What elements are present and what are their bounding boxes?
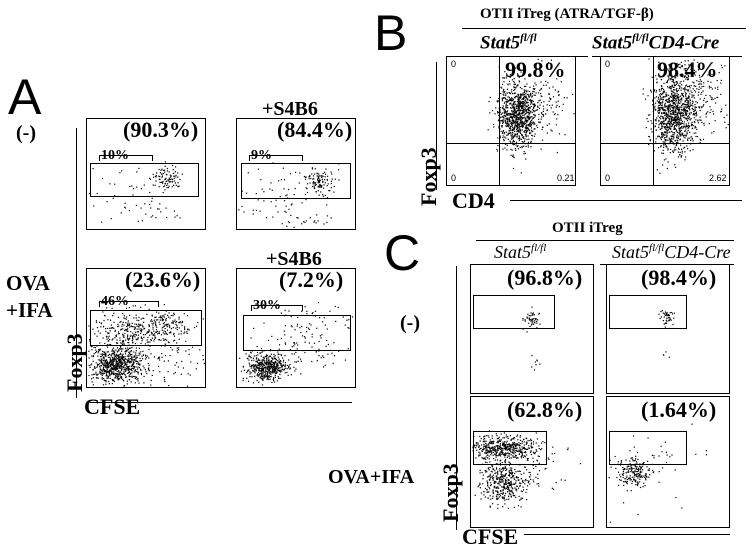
panel-a-treatment-bottom: +S4B6 xyxy=(266,248,322,270)
panel-c-plot-1-pct: (96.8%) xyxy=(507,265,583,290)
panel-c-plot-4-dots xyxy=(608,423,707,523)
panel-b-plot-1-dots xyxy=(487,58,575,174)
panel-a-ova-label: OVA +IFA xyxy=(6,270,53,325)
panel-a-plot-4-gate xyxy=(243,315,351,351)
panel-a-plot-2-bracket xyxy=(249,155,303,161)
panel-c-letter: C xyxy=(384,225,421,281)
panel-c-plot-4-gate xyxy=(609,431,687,465)
panel-c-plot-1-dots xyxy=(522,306,541,371)
panel-a-plot-2-dots xyxy=(238,153,340,228)
panel-b-plot-2-quad-h xyxy=(601,143,729,144)
panel-b-plot-1-pct: 99.8% xyxy=(505,57,566,82)
panel-a-plot-3-bracket xyxy=(99,301,159,307)
panel-a-plot-2-gate xyxy=(241,163,351,199)
panel-c-x-axis-line xyxy=(524,534,730,535)
panel-b-col1-sup: fl/fl xyxy=(520,32,537,44)
panel-b-col2-gene: Stat5 xyxy=(592,32,633,54)
panel-c-y-axis-line xyxy=(456,266,457,530)
panel-a-plot-1-dots xyxy=(88,161,183,223)
panel-b-plot-2: 98.4% 0 0 2.62 xyxy=(600,56,730,186)
panel-b-plot-1-q-lr: 0.21 xyxy=(557,173,575,183)
panel-b-plot-1-q-ul: 0 xyxy=(451,59,457,69)
panel-a-plot-1: (90.3%) 10% xyxy=(86,118,206,230)
panel-c-plot-3-dots xyxy=(472,430,582,509)
panel-c-header: OTII iTreg xyxy=(552,220,623,236)
panel-a-plot-3: (23.6%) 46% xyxy=(86,268,206,388)
panel-b-header-line xyxy=(462,28,746,29)
panel-b-col1-label: Stat5fl/fl xyxy=(480,32,537,54)
panel-c-plot-4-pct: (1.64%) xyxy=(641,397,717,422)
panel-b-plot-2-q-ll: 0 xyxy=(605,173,611,183)
panel-b-y-axis-line xyxy=(436,62,437,190)
panel-a-x-axis-label: CFSE xyxy=(84,394,141,419)
panel-a-plot-4-pct: (7.2%) xyxy=(279,268,344,292)
panel-a-plot-3-dots xyxy=(88,299,205,387)
panel-a-ova-line2: +IFA xyxy=(6,298,53,323)
panel-c-col1-gene: Stat5 xyxy=(494,242,532,262)
panel-b-col1-gene: Stat5 xyxy=(480,32,521,54)
panel-c-col1-label: Stat5fl/fl xyxy=(494,242,546,263)
panel-a-control-label: (-) xyxy=(16,122,36,144)
panel-a-treatment-top: +S4B6 xyxy=(262,98,318,120)
panel-c-plot-2-gate xyxy=(609,295,687,329)
panel-b-plot-1-q-ll: 0 xyxy=(451,173,457,183)
panel-a-plot-1-pct: (90.3%) xyxy=(123,118,199,142)
panel-a-plot-1-bracket xyxy=(99,155,153,161)
panel-c-plot-4: (1.64%) xyxy=(606,396,730,528)
panel-c-header-line xyxy=(476,240,734,241)
panel-c-plot-1: (96.8%) xyxy=(470,264,594,394)
panel-a-plot-1-gate xyxy=(90,163,199,197)
panel-b-col2-label: Stat5fl/flCD4-Cre xyxy=(592,32,719,54)
panel-b-plot-2-q-ul: 0 xyxy=(605,59,611,69)
panel-c-col2-sup: fl/fl xyxy=(649,242,665,254)
panel-a-letter: A xyxy=(8,69,42,125)
panel-b-col2-sup: fl/fl xyxy=(632,32,649,44)
panel-a-plot-4-dots xyxy=(239,302,354,386)
panel-b-header: OTII iTreg (ATRA/TGF-β) xyxy=(480,6,654,22)
panel-b-plot-2-pct: 98.4% xyxy=(657,57,718,82)
panel-c-col1-sup: fl/fl xyxy=(531,242,547,254)
panel-c-control-label: (-) xyxy=(400,312,420,334)
panel-c-col2-label: Stat5fl/flCD4-Cre xyxy=(612,242,731,263)
panel-b-x-axis-label: CD4 xyxy=(452,188,495,213)
panel-c-plot-2-dots xyxy=(658,310,675,358)
panel-c-plot-2-pct: (98.4%) xyxy=(641,265,717,290)
panel-b-x-axis-line xyxy=(510,200,742,201)
panel-a-plot-4: (7.2%) 30% xyxy=(236,268,356,388)
panel-a-ova-line1: OVA xyxy=(6,271,50,295)
panel-a-plot-2: (84.4%) 9% xyxy=(236,118,356,230)
panel-c-plot-2: (98.4%) xyxy=(606,264,730,394)
panel-c-col2-gene: Stat5 xyxy=(612,242,650,262)
panel-b-y-axis-label: Foxp3 xyxy=(416,147,441,206)
panel-a-plot-3-pct: (23.6%) xyxy=(125,268,201,292)
panel-c-ova-label: OVA+IFA xyxy=(328,466,415,488)
panel-a-plot-3-gate xyxy=(90,310,202,346)
panel-c-plot-1-gate xyxy=(473,295,555,329)
panel-c-plot-3: (62.8%) xyxy=(470,396,594,528)
panel-b-plot-2-dots xyxy=(642,58,729,174)
panel-b-plot-2-q-lr: 2.62 xyxy=(709,173,727,183)
panel-b-plot-2-quad-v xyxy=(653,57,654,185)
panel-c-col2-suffix: CD4-Cre xyxy=(664,242,731,262)
panel-b-plot-1-quad-h xyxy=(447,143,575,144)
panel-b-col2-suffix: CD4-Cre xyxy=(648,32,720,54)
panel-a-plot-2-pct: (84.4%) xyxy=(277,118,353,142)
panel-c-y-axis-label: Foxp3 xyxy=(438,463,463,522)
panel-a-x-axis-line xyxy=(90,402,352,403)
panel-a-plot-4-bracket xyxy=(251,305,303,311)
panel-a-y-axis-label: Foxp3 xyxy=(62,333,87,392)
panel-b-plot-1: 99.8% 0 0 0.21 xyxy=(446,56,576,186)
panel-c-plot-3-pct: (62.8%) xyxy=(507,397,583,422)
panel-b-letter: B xyxy=(374,5,408,61)
panel-c-x-axis-label: CFSE xyxy=(462,524,519,549)
panel-a-y-axis-line xyxy=(76,128,77,398)
